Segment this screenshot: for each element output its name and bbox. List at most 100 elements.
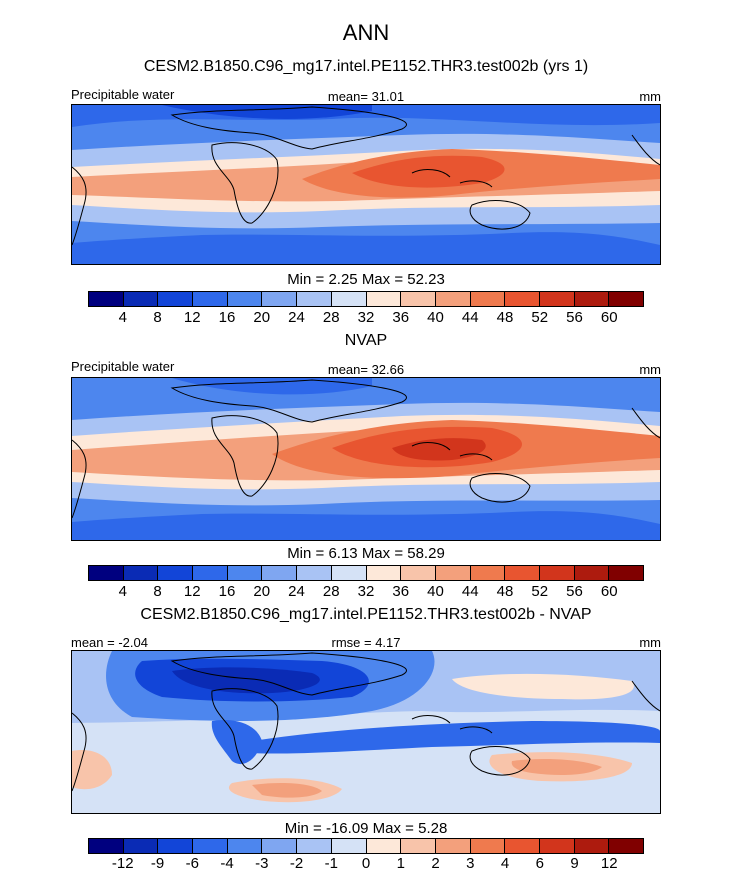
- panel-1-colorbar-tick-label: 16: [218, 309, 236, 326]
- panel-1-colorbar-tick-label: 60: [600, 309, 618, 326]
- panel-2-colorbar-tick-label: 4: [118, 583, 127, 600]
- panel-1-colorbar-tick-label: 40: [427, 309, 444, 326]
- panel-3-colorbar-tick-label: 2: [431, 855, 440, 872]
- panel-2-colorbar-swatch-2: [158, 566, 194, 580]
- panel-2-colorbar-tick-label: 44: [461, 583, 479, 600]
- panel-1-colorbar-swatch-10: [435, 292, 471, 306]
- panel-3-units-label: mm: [639, 635, 661, 650]
- panel-3-colorbar-swatch-8: [366, 839, 402, 853]
- panel-2-colorbar-swatch-7: [331, 566, 367, 580]
- panel-1-coast-africa: [211, 142, 279, 224]
- panel-1-coast-south-america: [72, 166, 87, 246]
- panel-3-colorbar-tick-label: -1: [324, 855, 338, 872]
- panel-2-colorbar-swatch-15: [609, 566, 643, 580]
- panel-2-coast-central-america: [631, 407, 660, 439]
- panel-1-colorbar-swatch-1: [123, 292, 159, 306]
- panel-3-coastlines: [72, 652, 660, 792]
- panel-2-colorbar-tick-label: 24: [288, 583, 305, 600]
- panel-3-colorbar-ticks: -12 -9 -6 -4 -3 -2 -1 0 1 2 3 4 6 9 12: [88, 855, 644, 873]
- panel-1-colorbar-swatch-5: [262, 292, 298, 306]
- panel-3-colorbar-tick-label: -3: [255, 855, 269, 872]
- panel-1-units-label: mm: [639, 89, 661, 104]
- panel-1-mean-label: mean= 31.01: [327, 89, 405, 104]
- panel-1-colorbar-swatch-4: [227, 292, 263, 306]
- panel-1-coast-australia: [469, 200, 531, 230]
- panel-1-colorbar-tick-label: 44: [461, 309, 479, 326]
- panel-3-map: [71, 650, 661, 814]
- panel-3-coast-australia: [469, 746, 531, 776]
- panel-2-title: NVAP: [344, 332, 388, 349]
- panel-3-map-svg: [72, 651, 660, 813]
- panel-3-field-itcz-band: [252, 721, 660, 754]
- panel-3-colorbar-tick-label: 1: [396, 855, 405, 872]
- panel-1-colorbar-tick-label: 32: [357, 309, 375, 326]
- panel-3-colorbar-swatch-5: [262, 839, 298, 853]
- panel-1-colorbar-swatch-15: [609, 292, 643, 306]
- panel-1-colorbar-tick-label: 52: [531, 309, 549, 326]
- panel-2-colorbar-tick-label: 56: [566, 583, 583, 600]
- panel-1-field-asia-dry: [162, 105, 372, 119]
- panel-3-field-south-atlantic-wetter: [252, 783, 322, 798]
- panel-3-colorbar-swatch-10: [435, 839, 471, 853]
- panel-2-coastlines: [72, 379, 660, 519]
- panel-2-colorbar-swatch-11: [470, 566, 506, 580]
- panel-2-colorbar-tick-label: 40: [427, 583, 444, 600]
- panel-1-coast-maritime: [411, 169, 493, 188]
- panel-2-colorbar-ticks: 4 8 12 16 20 24 28 32 36 40 44 48 52 56 60: [88, 583, 644, 601]
- panel-2-colorbar-tick-label: 48: [496, 583, 514, 600]
- panel-3-colorbar-tick-label: 0: [361, 855, 371, 872]
- panel-1-colorbar-swatch-11: [470, 292, 506, 306]
- panel-2-colorbar-tick-label: 32: [357, 583, 375, 600]
- panel-1-coastlines: [72, 106, 660, 246]
- panel-2-coast-africa: [211, 415, 279, 497]
- panel-1-title: CESM2.B1850.C96_mg17.intel.PE1152.THR3.t…: [143, 58, 589, 75]
- panel-3-colorbar-tick-label: 6: [535, 855, 544, 872]
- panel-2-mean-label: mean= 32.66: [327, 362, 405, 377]
- panel-2-colorbar-swatch-0: [89, 566, 124, 580]
- panel-1-colorbar-swatch-2: [158, 292, 194, 306]
- panel-2-coast-south-america: [72, 439, 87, 519]
- panel-3-min-max: Min = -16.09 Max = 5.28: [284, 820, 448, 837]
- panel-1-colorbar-tick-label: 20: [253, 309, 271, 326]
- panel-1-colorbar-swatch-3: [193, 292, 228, 306]
- panel-3-coast-south-america: [72, 712, 87, 792]
- panel-1-colorbar-tick-label: 24: [288, 309, 305, 326]
- panel-1-colorbar-tick-label: 48: [496, 309, 514, 326]
- panel-2-colorbar-swatch-1: [123, 566, 159, 580]
- panel-3-coast-africa: [211, 688, 279, 770]
- panel-2-colorbar-swatch-4: [227, 566, 263, 580]
- panel-2-map-svg: [72, 378, 660, 540]
- panel-1-field-south-dry: [72, 232, 660, 264]
- figure-title: ANN: [342, 20, 390, 45]
- panel-3-colorbar-swatch-6: [297, 839, 332, 853]
- panel-1-colorbar-swatch-12: [505, 292, 540, 306]
- panel-2-min-max: Min = 6.13 Max = 58.29: [287, 545, 445, 562]
- panel-1-coast-eurasia: [170, 106, 407, 150]
- panel-3-rmse-label: rmse = 4.17: [331, 635, 401, 650]
- panel-3-mean-label: mean = -2.04: [71, 635, 148, 650]
- panel-2-map: [71, 377, 661, 541]
- panel-2-colorbar-tick-label: 28: [322, 583, 340, 600]
- panel-2-colorbar-swatch-14: [574, 566, 610, 580]
- panel-1-colorbar-swatch-9: [401, 292, 436, 306]
- panel-2-colorbar-swatch-5: [262, 566, 298, 580]
- panel-2-colorbar-tick-label: 52: [531, 583, 549, 600]
- panel-2-colorbar-tick-label: 12: [183, 583, 201, 600]
- panel-2-coast-maritime: [411, 442, 493, 461]
- panel-1-colorbar-ticks: 4 8 12 16 20 24 28 32 36 40 44 48 52 56 60: [88, 309, 644, 327]
- panel-2-colorbar-swatch-12: [505, 566, 540, 580]
- panel-2-coast-australia: [469, 473, 531, 503]
- panel-3-title: CESM2.B1850.C96_mg17.intel.PE1152.THR3.t…: [140, 606, 592, 623]
- panel-3-colorbar-swatch-2: [158, 839, 194, 853]
- panel-1-field-warm-pool-core: [352, 155, 505, 188]
- panel-3-coast-central-america: [631, 680, 660, 712]
- panel-3-field-africa-dry: [211, 719, 262, 765]
- panel-1-map: [71, 104, 661, 265]
- panel-3-colorbar-tick-label: -2: [289, 855, 304, 872]
- panel-3-colorbar-swatch-11: [470, 839, 506, 853]
- panel-3-colorbar-tick-label: -4: [220, 855, 234, 872]
- panel-3-colorbar-tick-label: -12: [111, 855, 134, 872]
- panel-3-colorbar-tick-label: 3: [466, 855, 475, 872]
- panel-2-units-label: mm: [639, 362, 661, 377]
- panel-3-colorbar-swatch-7: [331, 839, 367, 853]
